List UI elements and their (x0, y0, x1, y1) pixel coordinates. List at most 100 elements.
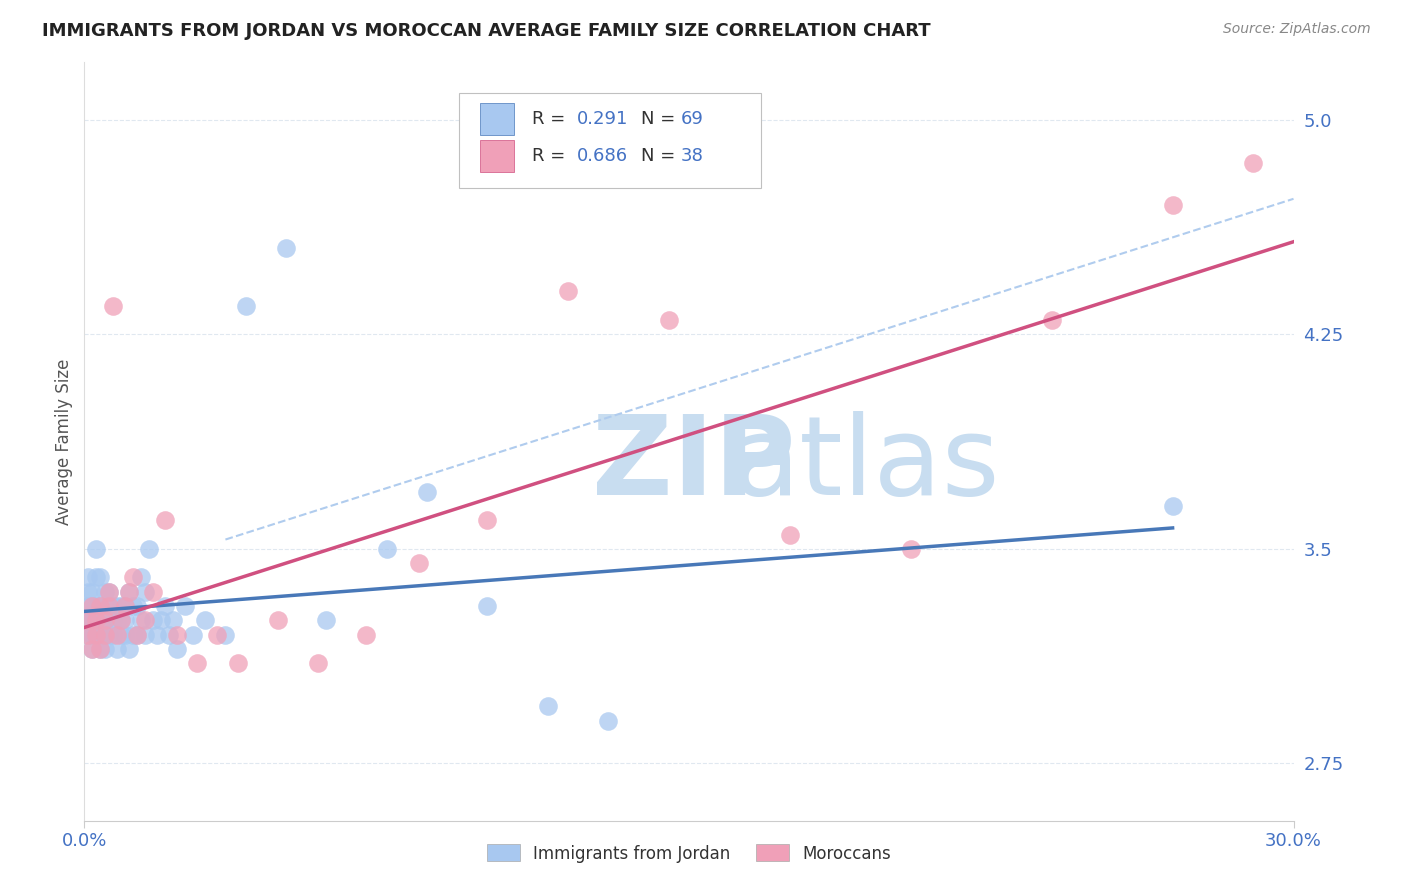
Point (153, 513, 176, 527)
Text: N =: N = (641, 111, 675, 128)
Point (477, 599, 499, 613)
Text: R =: R = (531, 111, 565, 128)
Point (157, 628, 180, 642)
Point (105, 628, 128, 642)
Point (93, 613, 115, 627)
Point (97, 613, 120, 627)
Point (86, 613, 108, 627)
Point (110, 613, 132, 627)
Point (134, 613, 156, 627)
Legend: Immigrants from Jordan, Moroccans: Immigrants from Jordan, Moroccans (479, 838, 898, 869)
Point (477, 513, 499, 527)
Point (97, 584, 120, 599)
Point (82, 599, 104, 613)
Text: 69: 69 (681, 111, 703, 128)
Point (118, 584, 141, 599)
Text: 0.686: 0.686 (576, 146, 627, 165)
Point (105, 613, 128, 627)
Point (375, 541, 398, 556)
Text: 0.291: 0.291 (576, 111, 628, 128)
Point (77, 599, 100, 613)
FancyBboxPatch shape (479, 103, 513, 136)
Point (129, 613, 152, 627)
Point (101, 628, 124, 642)
Point (900, 541, 922, 556)
Point (77, 584, 100, 599)
Point (82, 584, 104, 599)
Point (118, 584, 141, 599)
Point (77, 570, 100, 584)
Text: IMMIGRANTS FROM JORDAN VS MOROCCAN AVERAGE FAMILY SIZE CORRELATION CHART: IMMIGRANTS FROM JORDAN VS MOROCCAN AVERA… (42, 22, 931, 40)
Point (110, 613, 132, 627)
Y-axis label: Average Family Size: Average Family Size (55, 359, 73, 524)
Point (598, 714, 620, 728)
Point (77, 628, 100, 642)
Point (214, 628, 236, 642)
Point (110, 599, 132, 613)
Point (186, 657, 208, 671)
Point (89, 599, 111, 613)
Point (82, 628, 104, 642)
Text: N =: N = (641, 146, 675, 165)
Point (235, 299, 257, 313)
Point (114, 599, 136, 613)
Point (82, 613, 104, 627)
Point (779, 527, 801, 541)
Point (194, 613, 217, 627)
Point (267, 613, 290, 627)
Point (181, 628, 204, 642)
Point (121, 628, 143, 642)
Point (93, 613, 115, 627)
Point (166, 628, 188, 642)
Point (89, 599, 111, 613)
Point (93, 642, 115, 657)
Point (658, 313, 681, 327)
Point (134, 628, 156, 642)
Point (89, 570, 111, 584)
Point (82, 599, 104, 613)
Point (142, 613, 165, 627)
Point (114, 628, 136, 642)
Text: 38: 38 (681, 146, 703, 165)
FancyBboxPatch shape (460, 93, 762, 187)
Text: R =: R = (531, 146, 565, 165)
Point (101, 613, 124, 627)
Point (114, 613, 136, 627)
Point (153, 599, 176, 613)
Point (110, 628, 132, 642)
Point (86, 613, 108, 627)
Point (134, 584, 156, 599)
Point (89, 642, 111, 657)
Point (97, 584, 120, 599)
Point (101, 299, 124, 313)
Point (557, 285, 579, 299)
Point (86, 628, 108, 642)
Point (1040, 313, 1063, 327)
Point (125, 628, 148, 642)
Point (89, 642, 111, 657)
Point (307, 657, 329, 671)
Point (149, 613, 172, 627)
Point (174, 599, 197, 613)
Point (101, 599, 124, 613)
Point (121, 570, 143, 584)
Point (105, 599, 128, 613)
Point (1161, 198, 1184, 212)
Point (356, 628, 378, 642)
Text: ZIP: ZIP (592, 411, 796, 517)
Point (77, 628, 100, 642)
Point (86, 628, 108, 642)
Point (162, 613, 184, 627)
Point (93, 628, 115, 642)
Point (105, 642, 128, 657)
Point (77, 613, 100, 627)
Point (125, 599, 148, 613)
Point (86, 599, 108, 613)
Text: Source: ZipAtlas.com: Source: ZipAtlas.com (1223, 22, 1371, 37)
Point (408, 556, 430, 570)
Point (315, 613, 337, 627)
Point (93, 584, 115, 599)
Point (1161, 499, 1184, 513)
Point (125, 628, 148, 642)
Point (82, 642, 104, 657)
